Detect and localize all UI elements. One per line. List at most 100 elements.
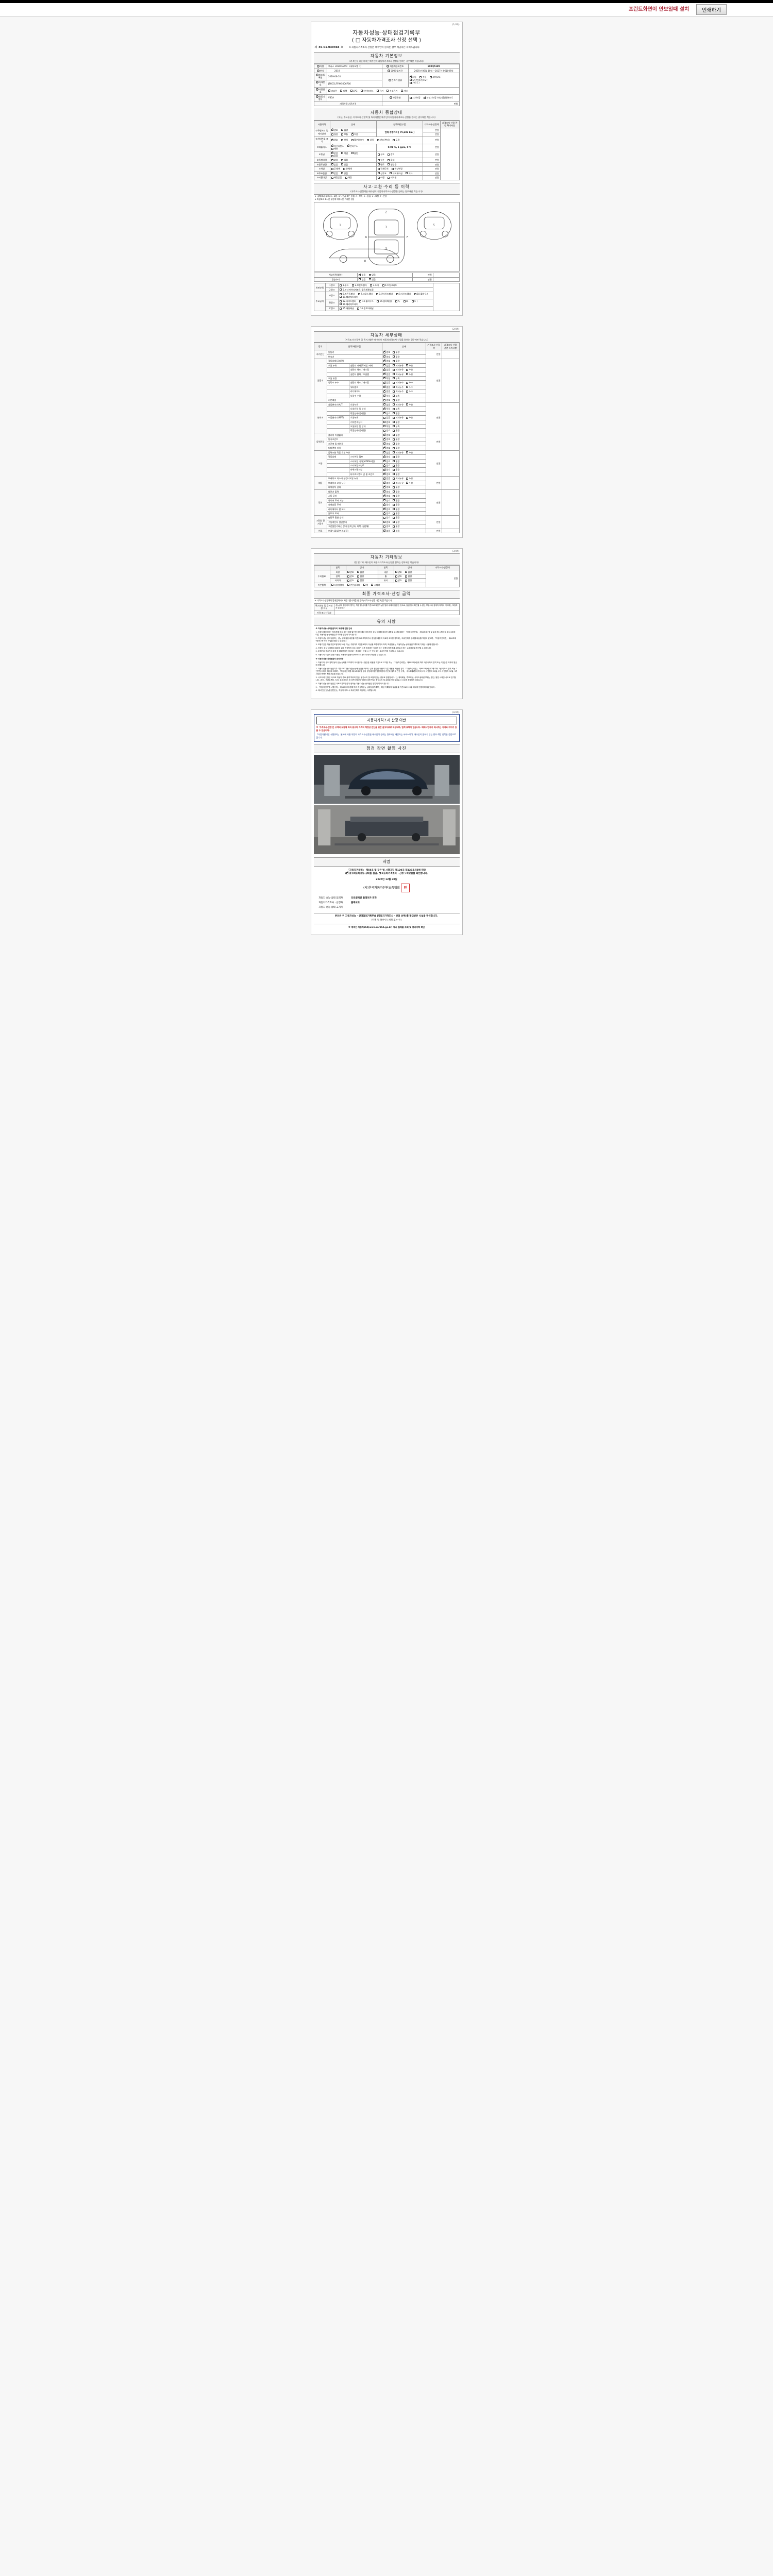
checkbox-off[interactable] <box>360 90 363 92</box>
checkbox-on[interactable] <box>383 499 385 502</box>
accident-opt-1[interactable]: 있음 <box>368 274 376 276</box>
checkbox-on[interactable] <box>383 350 385 353</box>
warranty-opt-0[interactable]: 자가보증 <box>409 96 421 99</box>
checkbox-off[interactable] <box>368 274 371 276</box>
checkbox-off[interactable] <box>393 412 395 415</box>
checkbox-off[interactable] <box>340 300 342 302</box>
checkbox-off[interactable] <box>357 307 360 310</box>
fuel-opt-1[interactable]: 디젤 <box>340 90 347 92</box>
checkbox-on[interactable] <box>383 477 385 480</box>
state-opt-1-3-2[interactable]: 누유 <box>406 373 413 376</box>
state-opt-4-3-1[interactable]: 불량 <box>393 464 399 467</box>
checkbox-on[interactable] <box>383 503 385 506</box>
basic-item-0[interactable]: 사용설명서 <box>331 584 344 586</box>
state-opt-6-4-0[interactable]: 양호 <box>383 507 390 511</box>
o1-b1[interactable]: 불량 <box>405 575 412 578</box>
checkbox-off[interactable] <box>347 571 349 573</box>
checkbox-off[interactable] <box>406 403 409 406</box>
checkbox-on[interactable] <box>383 464 385 467</box>
checkbox-on[interactable] <box>383 468 385 471</box>
state-opt-2-5-1[interactable]: 부족 <box>393 425 399 428</box>
checkbox-off[interactable] <box>393 395 395 397</box>
option-item-1[interactable]: 내비게이션 <box>390 172 402 175</box>
checkbox-off[interactable] <box>393 468 395 471</box>
checkbox-on[interactable] <box>383 460 385 463</box>
accident-opt-0[interactable]: 없음 <box>359 274 365 276</box>
checkbox-on[interactable] <box>383 507 385 511</box>
state-opt-4-1-1[interactable]: 불량 <box>393 455 399 458</box>
checkbox-off[interactable] <box>406 172 408 175</box>
checkbox-off[interactable] <box>368 278 371 281</box>
state-opt-4-2-0[interactable]: 양호 <box>383 460 390 463</box>
checkbox-off[interactable] <box>340 307 342 310</box>
checkbox-off[interactable] <box>341 163 344 166</box>
state-opt-4-2-1[interactable]: 불량 <box>393 460 399 463</box>
state-opt-3-3-1[interactable]: 불량 <box>393 447 399 449</box>
checkbox-off[interactable] <box>414 293 416 295</box>
checkbox-off[interactable] <box>403 300 406 302</box>
state-opt-2-3-1[interactable]: 미세누유 <box>393 416 404 419</box>
fuel-opt-4[interactable]: 전기 <box>376 90 383 92</box>
checkbox-off[interactable] <box>406 386 409 388</box>
state-opt-1-3-0[interactable]: 없음 <box>383 372 390 376</box>
checkbox-off[interactable] <box>405 575 408 578</box>
checkbox-on[interactable] <box>383 446 385 449</box>
checkbox-on[interactable] <box>383 472 385 476</box>
state-opt-7-0-1[interactable]: 불량 <box>393 516 399 519</box>
recall-opt-1[interactable]: 해당 <box>345 176 352 179</box>
checkbox-off[interactable] <box>363 584 365 586</box>
option-opt-1[interactable]: 있음 <box>341 172 348 175</box>
basic-item-2[interactable]: 잭 <box>363 584 368 586</box>
checkbox-off[interactable] <box>393 443 395 445</box>
checkbox-off[interactable] <box>393 421 395 423</box>
checkbox-off[interactable] <box>371 584 374 586</box>
checkbox-on[interactable] <box>359 278 361 281</box>
transmission-opt-other[interactable]: 기타 ( ) <box>409 81 419 84</box>
fuel-opt-2[interactable]: LPG <box>350 90 357 92</box>
checkbox-off[interactable] <box>393 521 395 523</box>
state-opt-1-6-0[interactable]: 없음 <box>383 385 390 388</box>
state-opt-1-3-1[interactable]: 미세누유 <box>393 373 404 376</box>
checkbox-off[interactable] <box>393 455 395 458</box>
rank2-item-1[interactable]: 7.크로스멤버 <box>358 293 373 295</box>
checkbox-off[interactable] <box>393 460 395 463</box>
checkbox-on[interactable] <box>383 485 385 488</box>
checkbox-on[interactable] <box>383 403 385 406</box>
color-opt-1[interactable]: 유채색 <box>343 167 352 170</box>
warranty-opt-1[interactable]: 보험사보증 보험사[신한손보] <box>424 96 452 99</box>
checkbox-off[interactable] <box>331 176 333 179</box>
checkbox-off[interactable] <box>406 364 409 367</box>
transmission-opt-2[interactable]: 세미오토 <box>429 76 441 78</box>
state-opt-4-5-1[interactable]: 불량 <box>393 473 399 476</box>
checkbox-off[interactable] <box>405 571 408 573</box>
state-opt-1-7-1[interactable]: 미세누수 <box>393 390 404 393</box>
checkbox-off[interactable] <box>393 508 395 511</box>
checkbox-off[interactable] <box>429 76 432 78</box>
state-opt-2-0-0[interactable]: 없음 <box>383 403 390 406</box>
usechange-item-1[interactable]: 영업용 <box>388 163 396 166</box>
state-opt-7-0-0[interactable]: 양호 <box>383 516 390 519</box>
checkbox-off[interactable] <box>395 579 397 582</box>
checkbox-off[interactable] <box>345 176 347 179</box>
o0-b1[interactable]: 불량 <box>405 571 412 573</box>
checkbox-off[interactable] <box>347 584 349 586</box>
state-opt-7-2-0[interactable]: 양호 <box>383 525 390 528</box>
checkbox-off[interactable] <box>377 163 380 166</box>
state-opt-7-1-1[interactable]: 불량 <box>393 521 399 523</box>
checkbox-off[interactable] <box>396 293 398 295</box>
state-opt-1-1-2[interactable]: 누유 <box>406 364 413 367</box>
simple-opt-1[interactable]: 있음 <box>368 278 376 281</box>
state-opt-1-4-1[interactable]: 부족 <box>393 377 399 380</box>
state-opt-5-0-1[interactable]: 미세누유 <box>393 477 404 480</box>
state-opt-2-2-1[interactable]: 불량 <box>393 412 399 415</box>
checkbox-off[interactable] <box>340 284 342 286</box>
special-item-1[interactable]: 화재 <box>388 159 395 161</box>
checkbox-off[interactable] <box>411 300 414 302</box>
state-opt-1-5-1[interactable]: 미세누수 <box>393 381 404 384</box>
checkbox-off[interactable] <box>393 399 395 401</box>
rank2-item-2[interactable]: 8.인사이드패널 <box>376 293 393 295</box>
checkbox-on[interactable] <box>383 433 385 436</box>
emission-opt-0[interactable]: 일산화탄소 <box>331 144 344 147</box>
checkbox-off[interactable] <box>376 293 378 295</box>
state-opt-1-1-1[interactable]: 미세누유 <box>393 364 404 367</box>
